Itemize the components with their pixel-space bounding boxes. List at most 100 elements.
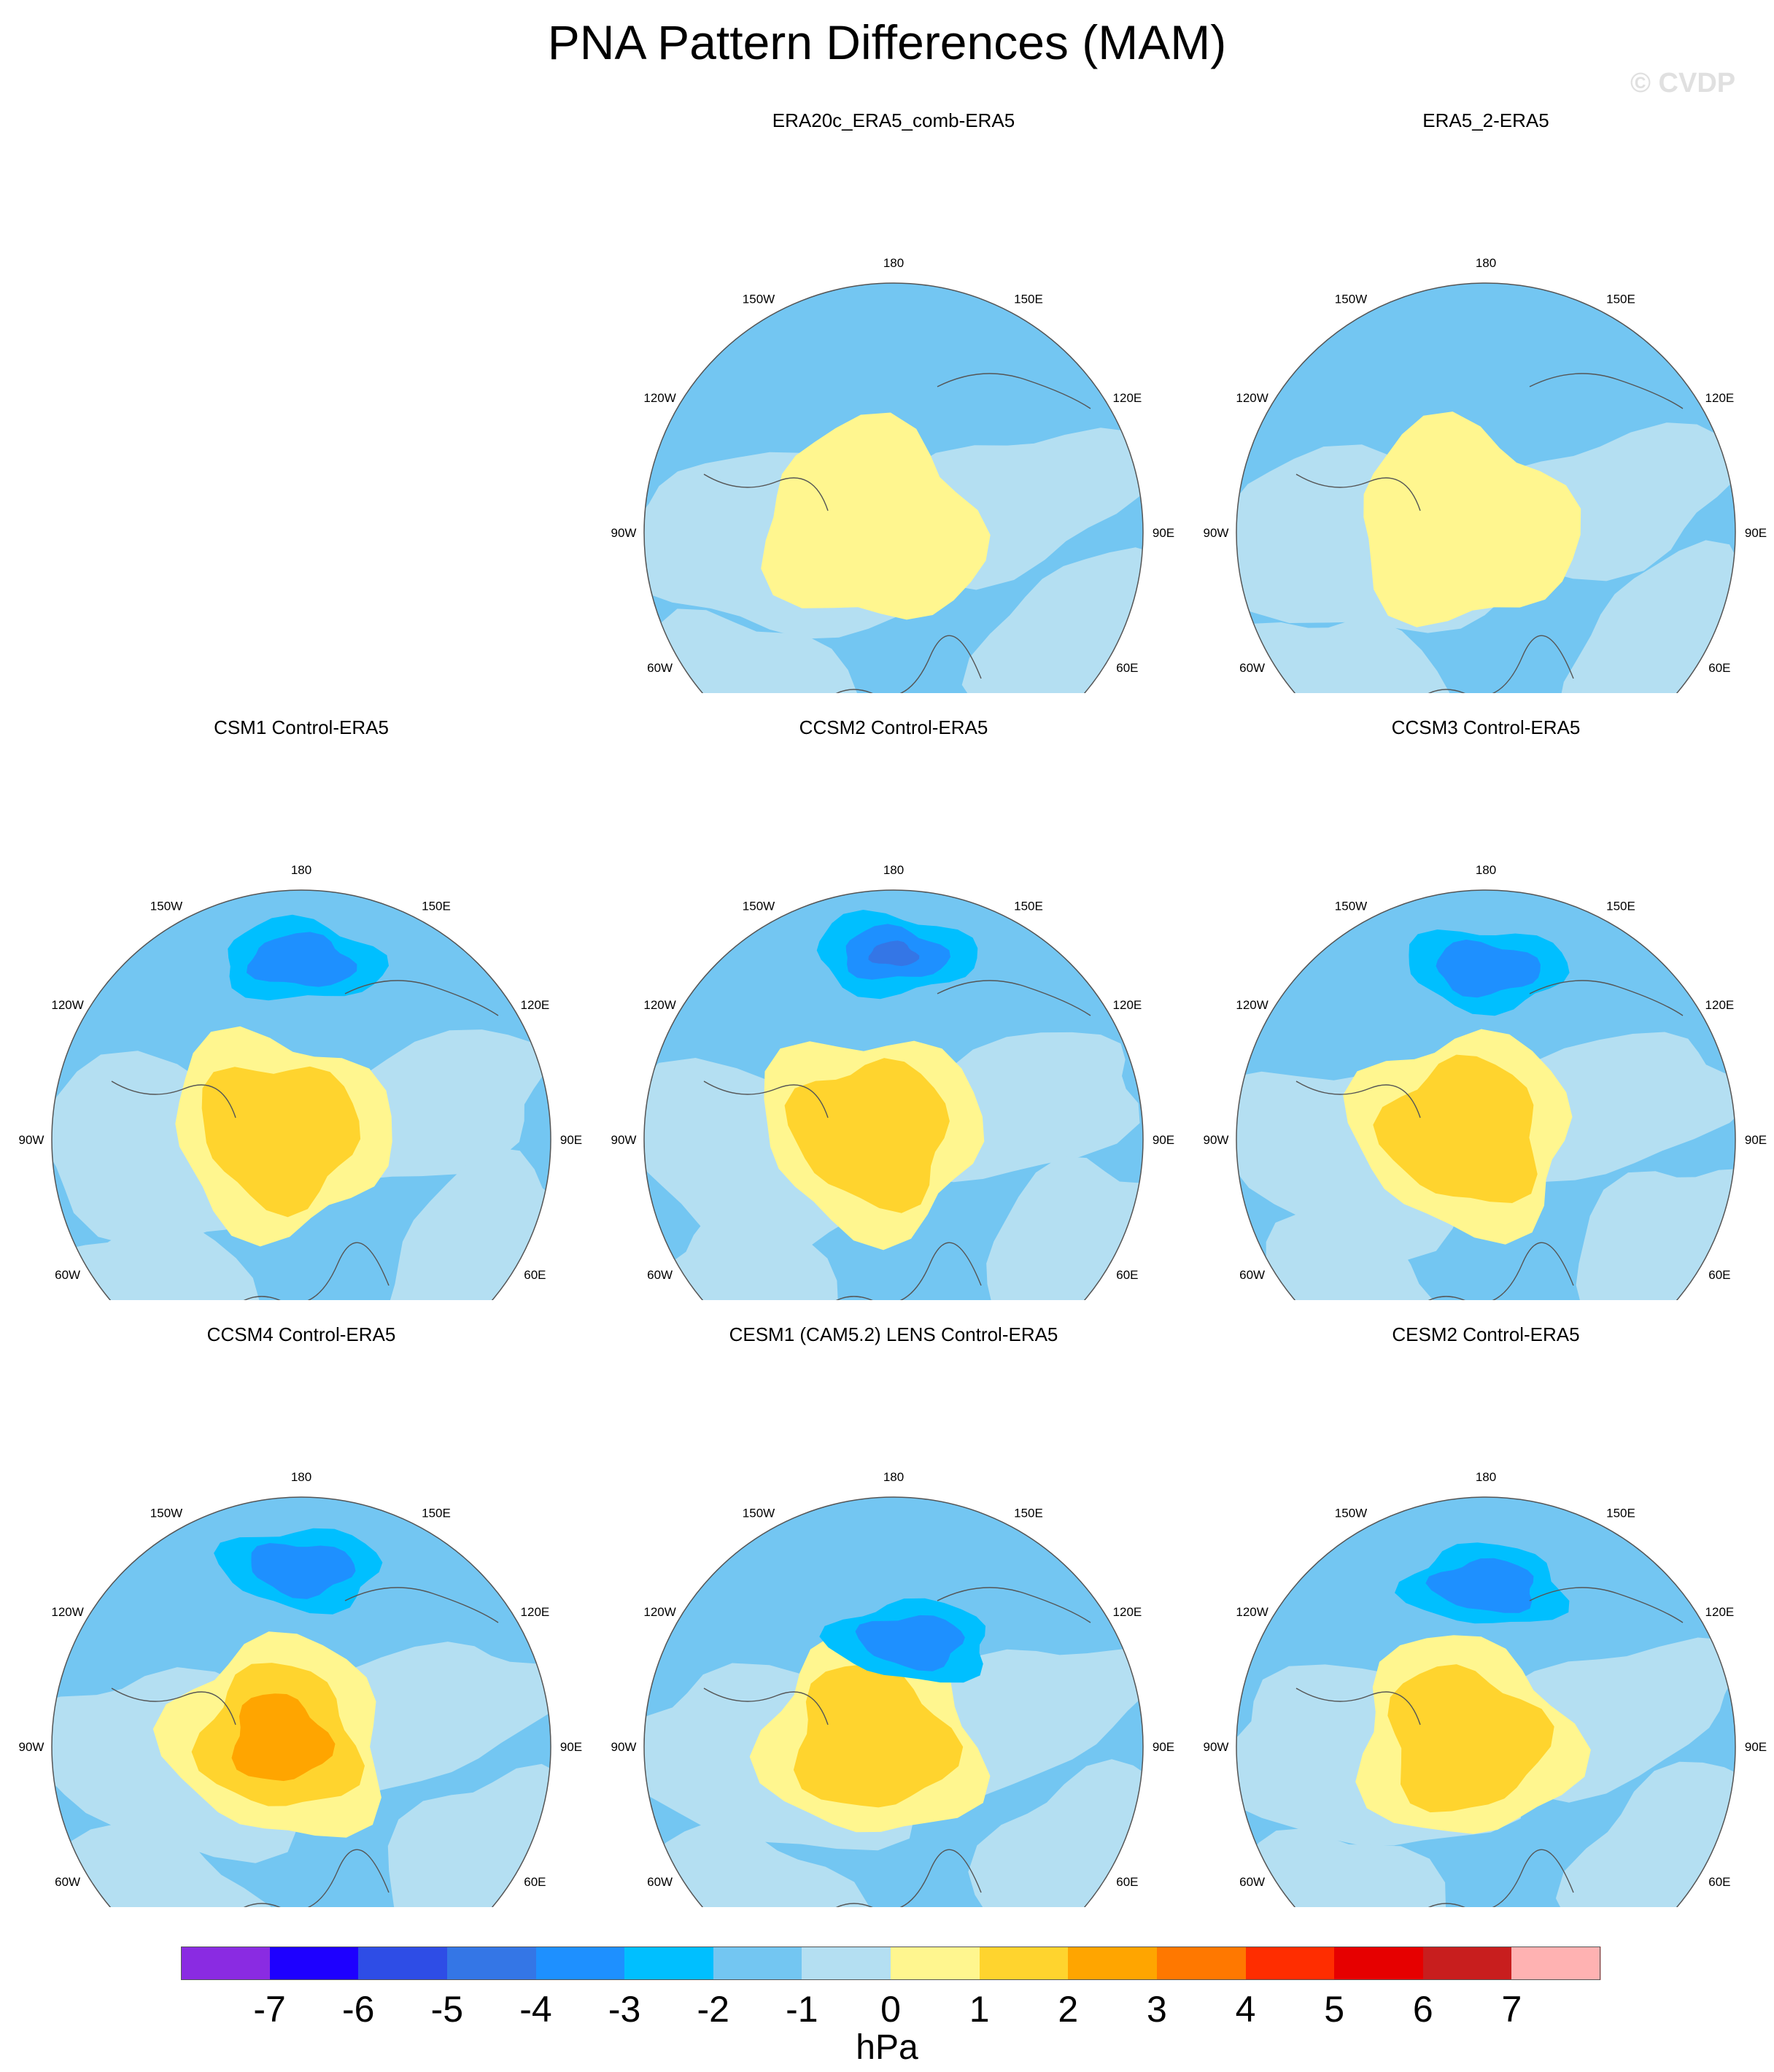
- map-panel-era20c: ERA20c_ERA5_comb-ERA5 180150E120E90E60E3…: [602, 109, 1185, 693]
- colorbar: [181, 1947, 1601, 1980]
- longitude-label: 90W: [1204, 526, 1229, 540]
- panel-title: ERA20c_ERA5_comb-ERA5: [772, 109, 1015, 131]
- map-panel-csm1: CSM1 Control-ERA5 180150E120E90E60E30E03…: [9, 716, 593, 1300]
- longitude-label: 120E: [1113, 1605, 1142, 1619]
- longitude-label: 90E: [560, 1740, 582, 1754]
- map-panel-era5-2: ERA5_2-ERA5 180150E120E90E60E30E030W60W9…: [1194, 109, 1774, 693]
- longitude-label: 90E: [1745, 1133, 1767, 1147]
- panel-title: CCSM2 Control-ERA5: [799, 716, 988, 738]
- longitude-label: 180: [883, 256, 904, 270]
- longitude-label: 120E: [521, 1605, 550, 1619]
- longitude-label: 120W: [1236, 1605, 1268, 1619]
- colorbar-swatch: [1334, 1947, 1424, 1980]
- longitude-label: 90E: [560, 1133, 582, 1147]
- negative-anomaly-center: [247, 932, 357, 987]
- longitude-label: 90W: [1204, 1133, 1229, 1147]
- longitude-label: 150W: [150, 1507, 182, 1520]
- longitude-label: 60E: [524, 1268, 546, 1282]
- longitude-label: 150E: [422, 900, 451, 913]
- longitude-label: 150W: [1335, 293, 1367, 306]
- panel-title: CSM1 Control-ERA5: [214, 716, 389, 738]
- polar-map: 180150E120E90E60E30E030W60W90W120W150W: [1204, 256, 1767, 693]
- longitude-label: 180: [1476, 1470, 1496, 1484]
- longitude-label: 60W: [55, 1268, 80, 1282]
- longitude-label: 90E: [1153, 526, 1174, 540]
- longitude-label: 180: [1476, 256, 1496, 270]
- longitude-label: 180: [291, 1470, 311, 1484]
- positive-anomaly-area: [52, 1215, 260, 1300]
- colorbar-tick-label: -3: [608, 1989, 641, 2030]
- coastline: [703, 373, 1091, 693]
- longitude-label: 120E: [521, 998, 550, 1012]
- longitude-label: 90W: [611, 526, 637, 540]
- negative-anomaly-center: [855, 1615, 965, 1671]
- negative-anomaly-center: [868, 940, 920, 967]
- longitude-label: 90W: [611, 1133, 637, 1147]
- polar-map: 180150E120E90E60E30E030W60W90W120W150W: [19, 1470, 582, 1907]
- longitude-label: 60E: [1116, 1268, 1138, 1282]
- longitude-label: 180: [291, 863, 311, 877]
- colorbar-swatch: [446, 1947, 536, 1980]
- positive-anomaly-maximum: [793, 1664, 964, 1808]
- positive-anomaly-area: [1236, 1828, 1446, 1907]
- colorbar-tick-label: -6: [342, 1989, 375, 2030]
- map-boundary: [51, 889, 551, 1300]
- negative-anomaly-center: [1436, 939, 1541, 998]
- longitude-label: 60E: [524, 1875, 546, 1889]
- colorbar-swatch: [713, 1947, 802, 1980]
- longitude-label: 120E: [1113, 998, 1142, 1012]
- positive-anomaly-area: [385, 1148, 551, 1300]
- map-panel-ccsm4: CCSM4 Control-ERA5 180150E120E90E60E30E0…: [9, 1323, 593, 1907]
- longitude-label: 90W: [1204, 1740, 1229, 1754]
- colorbar-swatch: [181, 1947, 271, 1980]
- longitude-label: 60E: [1708, 661, 1730, 675]
- longitude-label: 150W: [1335, 900, 1367, 913]
- colorbar-tick-label: 7: [1501, 1989, 1522, 2030]
- longitude-label: 120W: [51, 1605, 83, 1619]
- positive-anomaly-area: [986, 1156, 1143, 1300]
- longitude-label: 90E: [1153, 1740, 1174, 1754]
- positive-anomaly-maximum: [1387, 1664, 1554, 1813]
- map-boundary: [1236, 889, 1736, 1300]
- colorbar-tick-label: 3: [1146, 1989, 1167, 2030]
- colorbar-tick-label: 1: [969, 1989, 990, 2030]
- longitude-label: 150E: [1606, 1507, 1635, 1520]
- positive-anomaly-area: [644, 1211, 864, 1300]
- map-boundary: [643, 889, 1144, 1300]
- colorbar-tick-label: -1: [786, 1989, 818, 2030]
- positive-anomaly-area: [968, 1759, 1143, 1907]
- positive-anomaly-area: [1236, 619, 1452, 693]
- longitude-label: 120E: [1705, 998, 1735, 1012]
- positive-anomaly-maximum: [1373, 1054, 1538, 1203]
- colorbar-swatch: [802, 1947, 891, 1980]
- map-panel-cesm2: CESM2 Control-ERA5 180150E120E90E60E30E0…: [1194, 1323, 1774, 1907]
- longitude-label: 60W: [647, 1875, 673, 1889]
- map-boundary: [643, 282, 1144, 693]
- colorbar-units: hPa: [856, 2028, 918, 2067]
- map-boundary: [51, 1496, 551, 1907]
- map-boundary: [643, 1496, 1144, 1907]
- longitude-label: 60W: [1239, 1875, 1265, 1889]
- negative-anomaly-center: [251, 1543, 356, 1599]
- colorbar-swatch: [269, 1947, 359, 1980]
- negative-anomaly-center: [1425, 1558, 1534, 1613]
- polar-map: 180150E120E90E60E30E030W60W90W120W150W: [611, 256, 1174, 693]
- map-panel-ccsm2: CCSM2 Control-ERA5 180150E120E90E60E30E0…: [602, 716, 1185, 1300]
- longitude-label: 60E: [1116, 1875, 1138, 1889]
- positive-anomaly-maximum: [201, 1066, 361, 1218]
- panel-title: ERA5_2-ERA5: [1422, 109, 1549, 131]
- colorbar-swatch: [1422, 1947, 1512, 1980]
- longitude-label: 120W: [51, 998, 83, 1012]
- panel-title: CESM2 Control-ERA5: [1392, 1323, 1580, 1345]
- figure-title: PNA Pattern Differences (MAM): [547, 15, 1227, 69]
- cvdp-watermark: © CVDP: [1630, 68, 1736, 98]
- positive-anomaly-area: [1576, 1168, 1735, 1300]
- panel-title: CESM1 (CAM5.2) LENS Control-ERA5: [729, 1323, 1058, 1345]
- longitude-label: 150E: [422, 1507, 451, 1520]
- colorbar-swatch: [979, 1947, 1069, 1980]
- longitude-label: 120W: [643, 998, 675, 1012]
- longitude-label: 150E: [1014, 900, 1043, 913]
- colorbar-swatch: [1156, 1947, 1246, 1980]
- colorbar-tick-label: 4: [1235, 1989, 1256, 2030]
- map-boundary: [1236, 1496, 1736, 1907]
